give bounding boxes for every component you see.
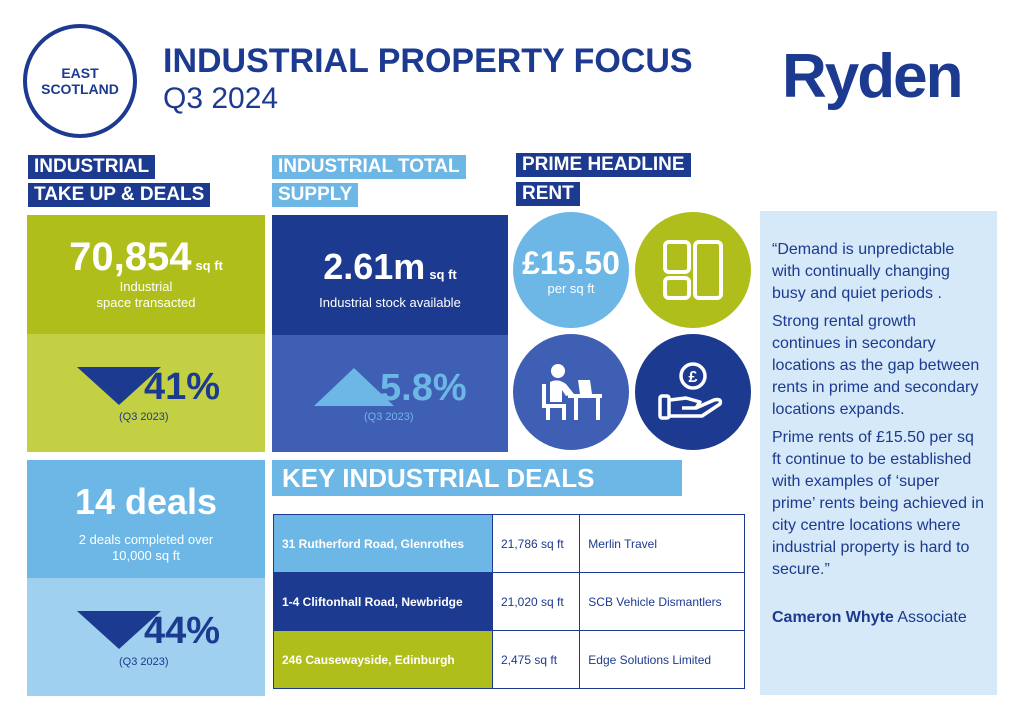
supply-change: 5.8% <box>380 367 467 409</box>
take-up-change-panel: 41% (Q3 2023) <box>27 334 265 452</box>
region-badge: EAST SCOTLAND <box>23 24 137 138</box>
ryden-logo: Ryden <box>782 42 963 111</box>
deal-occupier: SCB Vehicle Dismantlers <box>579 572 745 631</box>
author-role: Associate <box>897 609 967 626</box>
rent-tag-line2: RENT <box>516 182 580 206</box>
rent-tag-line1: PRIME HEADLINE <box>516 153 691 177</box>
rent-desc: per sq ft <box>547 280 595 296</box>
table-row: 1-4 Cliftonhall Road, Newbridge 21,020 s… <box>273 572 745 631</box>
up-arrow-icon <box>314 368 394 406</box>
supply-unit: sq ft <box>429 267 457 282</box>
deal-location: 31 Rutherford Road, Glenrothes <box>273 514 493 573</box>
deals-change-period: (Q3 2023) <box>119 656 169 668</box>
hand-with-pound-coin-icon: £ <box>658 362 723 420</box>
take-up-desc-line2: space transacted <box>96 295 196 310</box>
take-up-change: 41% <box>144 366 221 408</box>
worker-circle <box>513 334 629 450</box>
deal-occupier: Edge Solutions Limited <box>579 630 745 689</box>
quote-author: Cameron Whyte Associate <box>772 607 985 629</box>
deal-location: 246 Causewayside, Edinburgh <box>273 630 493 689</box>
floorplan-circle <box>635 212 751 328</box>
page-subtitle: Q3 2024 <box>163 82 279 115</box>
badge-line1: EAST <box>61 65 99 81</box>
deals-value: 14 deals <box>74 481 218 522</box>
deal-location: 1-4 Cliftonhall Road, Newbridge <box>273 572 493 631</box>
deals-desc-line2: 10,000 sq ft <box>112 548 180 563</box>
take-up-tag-line1: INDUSTRIAL <box>28 155 156 179</box>
deals-change-panel: 44% (Q3 2023) <box>27 578 265 696</box>
supply-desc: Industrial stock available <box>319 295 461 310</box>
quote-paragraph-2: Strong rental growth continues in second… <box>772 313 980 418</box>
take-up-change-period: (Q3 2023) <box>119 411 169 423</box>
floorplan-icon <box>663 240 723 300</box>
supply-tag-line1: INDUSTRIAL TOTAL <box>272 155 466 179</box>
take-up-value: 70,854 <box>69 235 192 279</box>
rent-value: £15.50 <box>522 244 620 281</box>
svg-text:£: £ <box>689 369 698 386</box>
supply-change-period: (Q3 2023) <box>364 411 414 423</box>
author-name: Cameron Whyte <box>772 609 894 626</box>
deal-size: 21,020 sq ft <box>491 572 581 631</box>
quote-paragraph-1: “Demand is unpredictable with continuall… <box>772 241 955 302</box>
deal-size: 21,786 sq ft <box>491 514 581 573</box>
down-arrow-icon <box>77 367 161 405</box>
supply-panel: 2.61m sq ft Industrial stock available <box>272 215 508 335</box>
take-up-panel: 70,854 sq ft Industrial space transacted <box>27 215 265 334</box>
rent-circle: £15.50 per sq ft <box>513 212 629 328</box>
deal-occupier: Merlin Travel <box>579 514 745 573</box>
key-deals-header: KEY INDUSTRIAL DEALS <box>272 460 682 496</box>
key-deals-heading: KEY INDUSTRIAL DEALS <box>282 463 595 493</box>
deals-desc-line1: 2 deals completed over <box>78 532 214 547</box>
quote-paragraph-3: Prime rents of £15.50 per sq ft continue… <box>772 429 984 578</box>
down-arrow-icon <box>77 611 161 649</box>
deal-size: 2,475 sq ft <box>491 630 581 689</box>
take-up-desc-line1: Industrial <box>119 279 173 294</box>
table-row: 246 Causewayside, Edinburgh 2,475 sq ft … <box>273 630 745 689</box>
take-up-unit: sq ft <box>195 258 223 273</box>
table-row: 31 Rutherford Road, Glenrothes 21,786 sq… <box>273 514 745 573</box>
deals-panel: 14 deals 2 deals completed over 10,000 s… <box>27 460 265 578</box>
take-up-tag-line2: TAKE UP & DEALS <box>28 183 211 207</box>
supply-change-panel: 5.8% (Q3 2023) <box>272 335 508 452</box>
worker-at-desk-icon <box>542 364 602 420</box>
supply-tag-line2: SUPPLY <box>272 183 359 207</box>
key-deals-table: 31 Rutherford Road, Glenrothes 21,786 sq… <box>273 514 745 689</box>
supply-value: 2.61m <box>323 246 426 287</box>
badge-line2: SCOTLAND <box>41 81 119 97</box>
quote-panel: “Demand is unpredictable with continuall… <box>760 211 997 695</box>
page-title: INDUSTRIAL PROPERTY FOCUS <box>163 42 693 80</box>
deals-change: 44% <box>144 610 221 652</box>
payment-circle: £ <box>635 334 751 450</box>
